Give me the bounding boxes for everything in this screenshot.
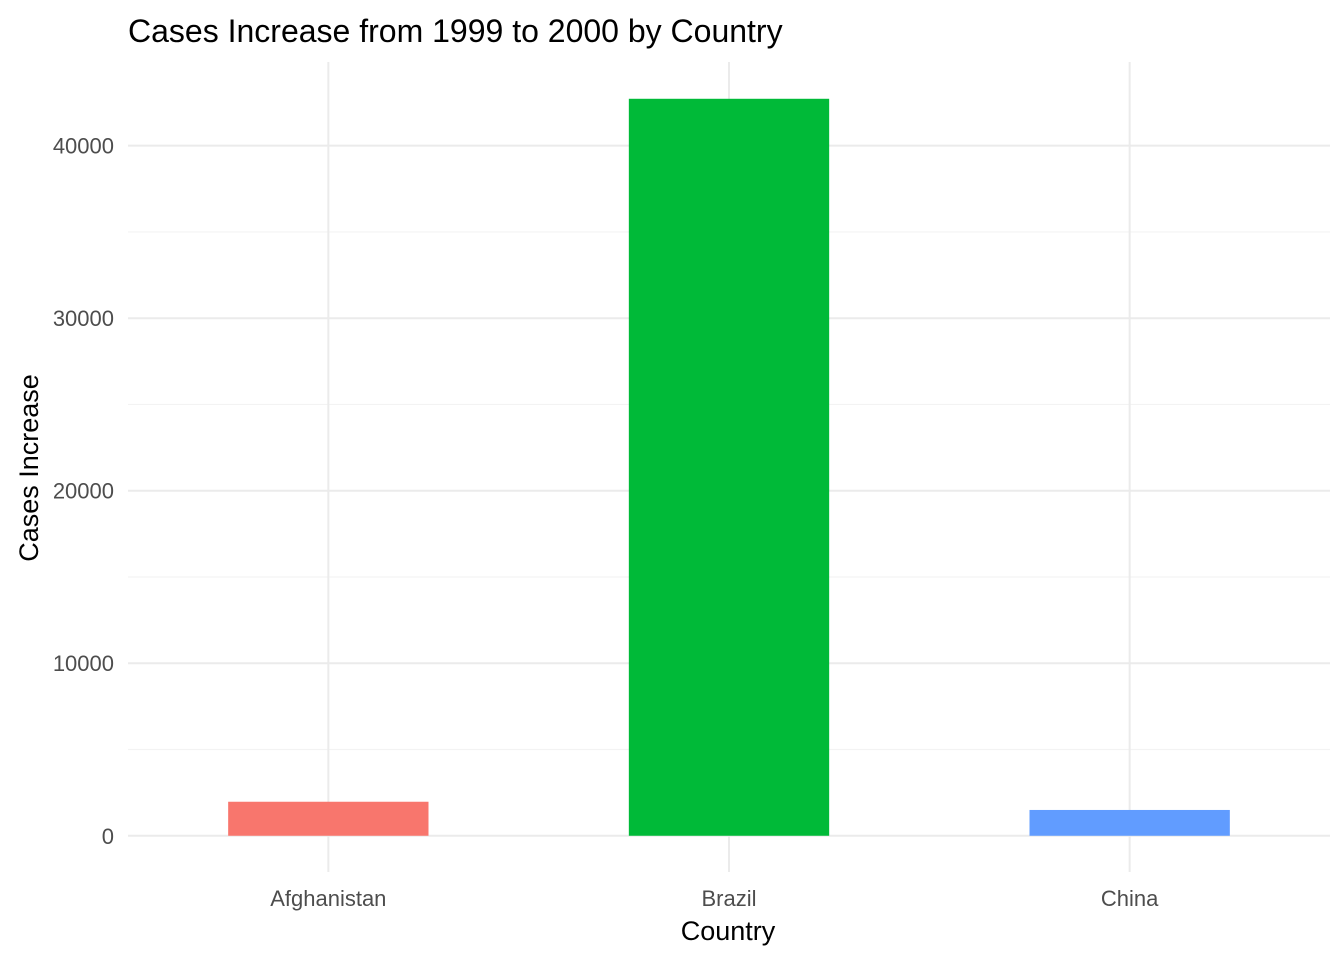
x-axis-label: Country	[681, 916, 776, 946]
y-tick-label: 40000	[53, 134, 114, 159]
x-tick-label: China	[1101, 886, 1159, 911]
x-axis-ticks: Afghanistan Brazil China	[270, 886, 1159, 911]
x-tick-label: Brazil	[701, 886, 756, 911]
bars	[228, 98, 1230, 836]
y-axis-label: Cases Increase	[14, 374, 44, 562]
chart-title: Cases Increase from 1999 to 2000 by Coun…	[128, 13, 783, 49]
bar-brazil	[628, 98, 830, 836]
bar-china	[1029, 809, 1230, 836]
bar-afghanistan	[228, 801, 429, 836]
y-tick-label: 0	[102, 824, 114, 849]
x-tick-label: Afghanistan	[270, 886, 386, 911]
y-tick-label: 10000	[53, 651, 114, 676]
y-axis-ticks: 0 10000 20000 30000 40000	[53, 134, 114, 849]
y-tick-label: 20000	[53, 479, 114, 504]
y-tick-label: 30000	[53, 306, 114, 331]
